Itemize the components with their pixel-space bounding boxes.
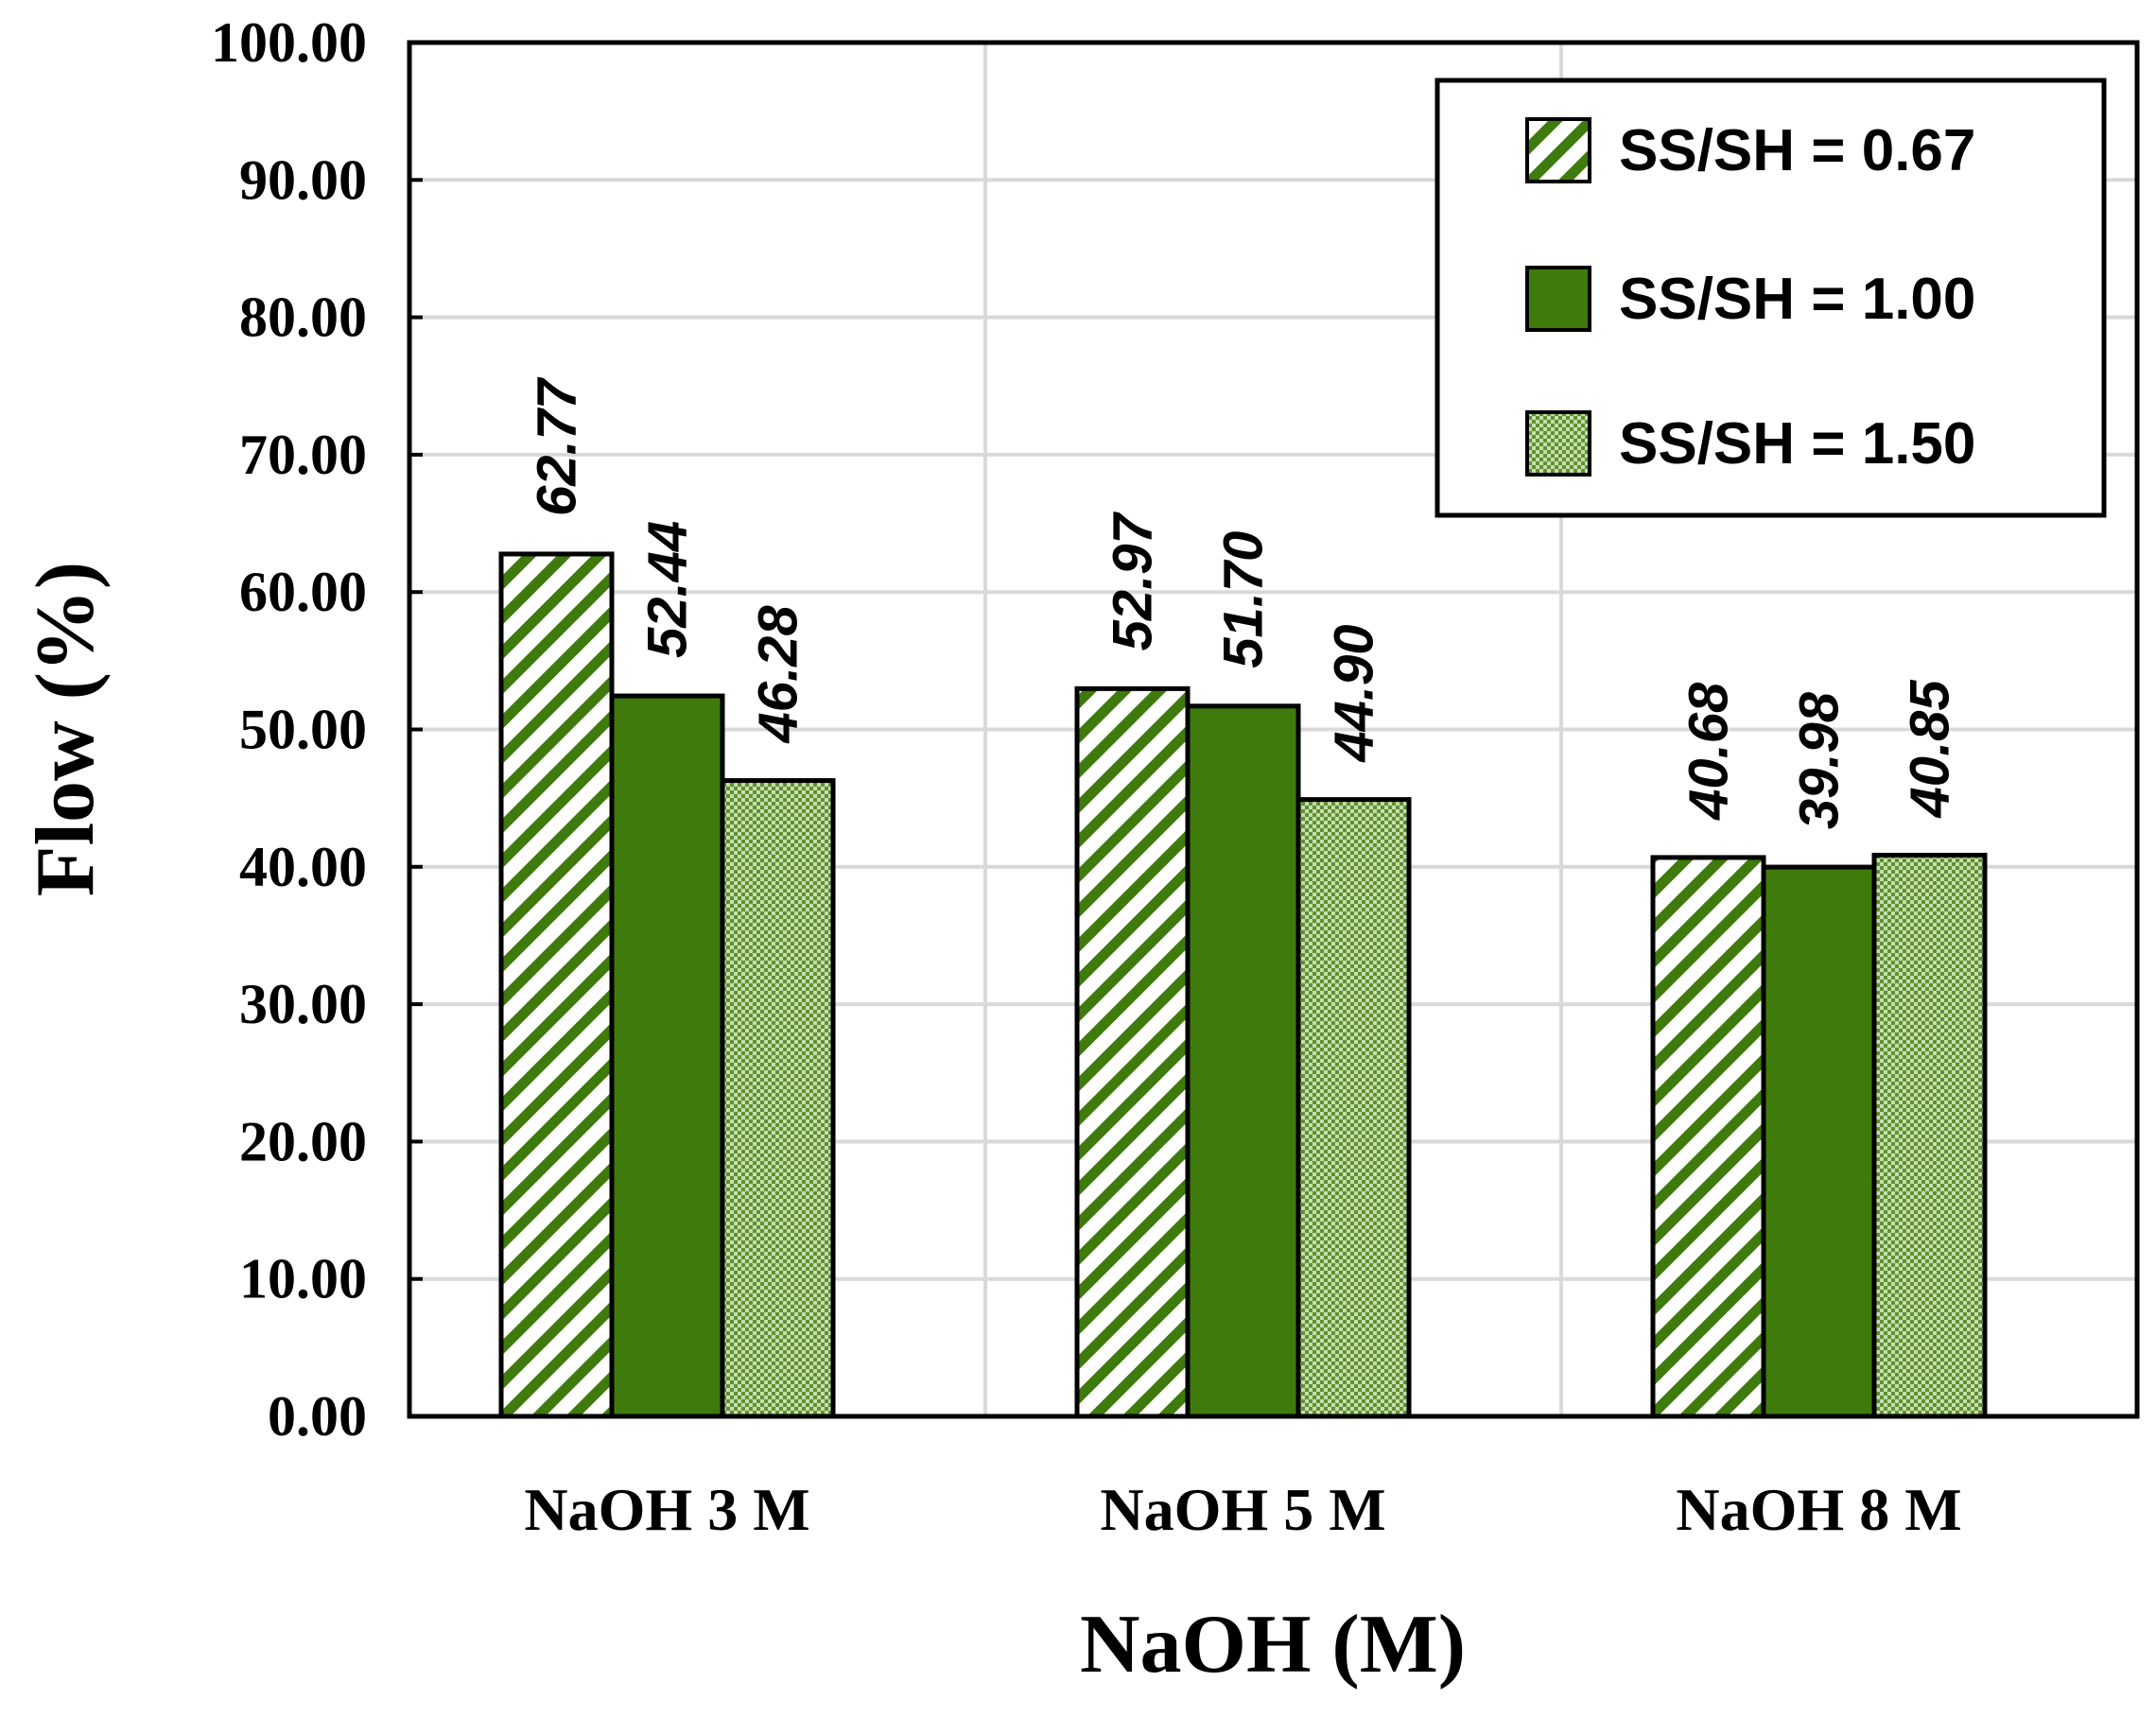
- data-label-2-2: 40.85: [1900, 680, 1961, 819]
- legend-label-1: SS/SH = 1.00: [1619, 267, 1975, 332]
- bar-1-2: [1295, 797, 1412, 1419]
- bar-2-1: [1761, 864, 1877, 1419]
- data-label-1-0: 52.97: [1103, 511, 1164, 650]
- bar-1-0: [1074, 685, 1191, 1419]
- legend: SS/SH = 0.67 SS/SH = 1.00 SS/SH = 1.50: [1434, 78, 2107, 518]
- y-axis-title: Flow (%): [20, 562, 112, 896]
- y-tick-label: 0.00: [268, 1385, 367, 1448]
- y-tick-label: 40.00: [239, 836, 367, 898]
- x-axis-title: NaOH (M): [1080, 1599, 1466, 1691]
- y-tick-label: 100.00: [211, 11, 367, 74]
- y-tick-label: 30.00: [239, 973, 367, 1035]
- legend-swatch-0: [1525, 117, 1591, 183]
- legend-label-0: SS/SH = 0.67: [1619, 118, 1975, 183]
- x-tick-label: NaOH 8 M: [1676, 1476, 1961, 1543]
- bar-0-1: [609, 693, 725, 1419]
- data-label-1-2: 44.90: [1324, 624, 1385, 762]
- x-tick-label: NaOH 5 M: [1100, 1476, 1385, 1543]
- y-tick-label: 60.00: [239, 561, 367, 623]
- y-tick-label: 50.00: [239, 699, 367, 761]
- x-tick-label: NaOH 3 M: [524, 1476, 809, 1543]
- bar-2-2: [1871, 852, 1988, 1419]
- legend-label-2: SS/SH = 1.50: [1619, 411, 1975, 477]
- x-axis-ticks: NaOH 3 M NaOH 5 M NaOH 8 M: [524, 1476, 1961, 1543]
- y-tick-label: 20.00: [239, 1110, 367, 1172]
- y-axis-ticks: 0.00 10.00 20.00 30.00 40.00 50.00 60.00 70.00 8…: [211, 11, 423, 1448]
- data-label-1-1: 51.70: [1213, 531, 1275, 668]
- legend-swatch-2: [1525, 410, 1591, 477]
- bar-1-1: [1185, 703, 1301, 1419]
- y-tick-label: 70.00: [239, 424, 367, 486]
- data-label-2-1: 39.98: [1789, 691, 1851, 829]
- y-tick-label: 90.00: [239, 148, 367, 211]
- bars: [498, 551, 1988, 1419]
- bar-2-0: [1650, 855, 1766, 1419]
- data-labels: 62.77 52.44 46.28 52.97 51.70 44.90 40.68 39.98…: [527, 376, 1961, 829]
- data-label-0-2: 46.28: [748, 605, 809, 744]
- legend-swatch-1: [1525, 266, 1591, 332]
- data-label-0-1: 52.44: [637, 521, 699, 658]
- bar-0-2: [720, 778, 836, 1419]
- bar-0-0: [498, 551, 615, 1419]
- y-tick-label: 80.00: [239, 286, 367, 349]
- data-label-2-0: 40.68: [1678, 682, 1740, 821]
- y-tick-label: 10.00: [239, 1248, 367, 1310]
- data-label-0-0: 62.77: [527, 376, 588, 516]
